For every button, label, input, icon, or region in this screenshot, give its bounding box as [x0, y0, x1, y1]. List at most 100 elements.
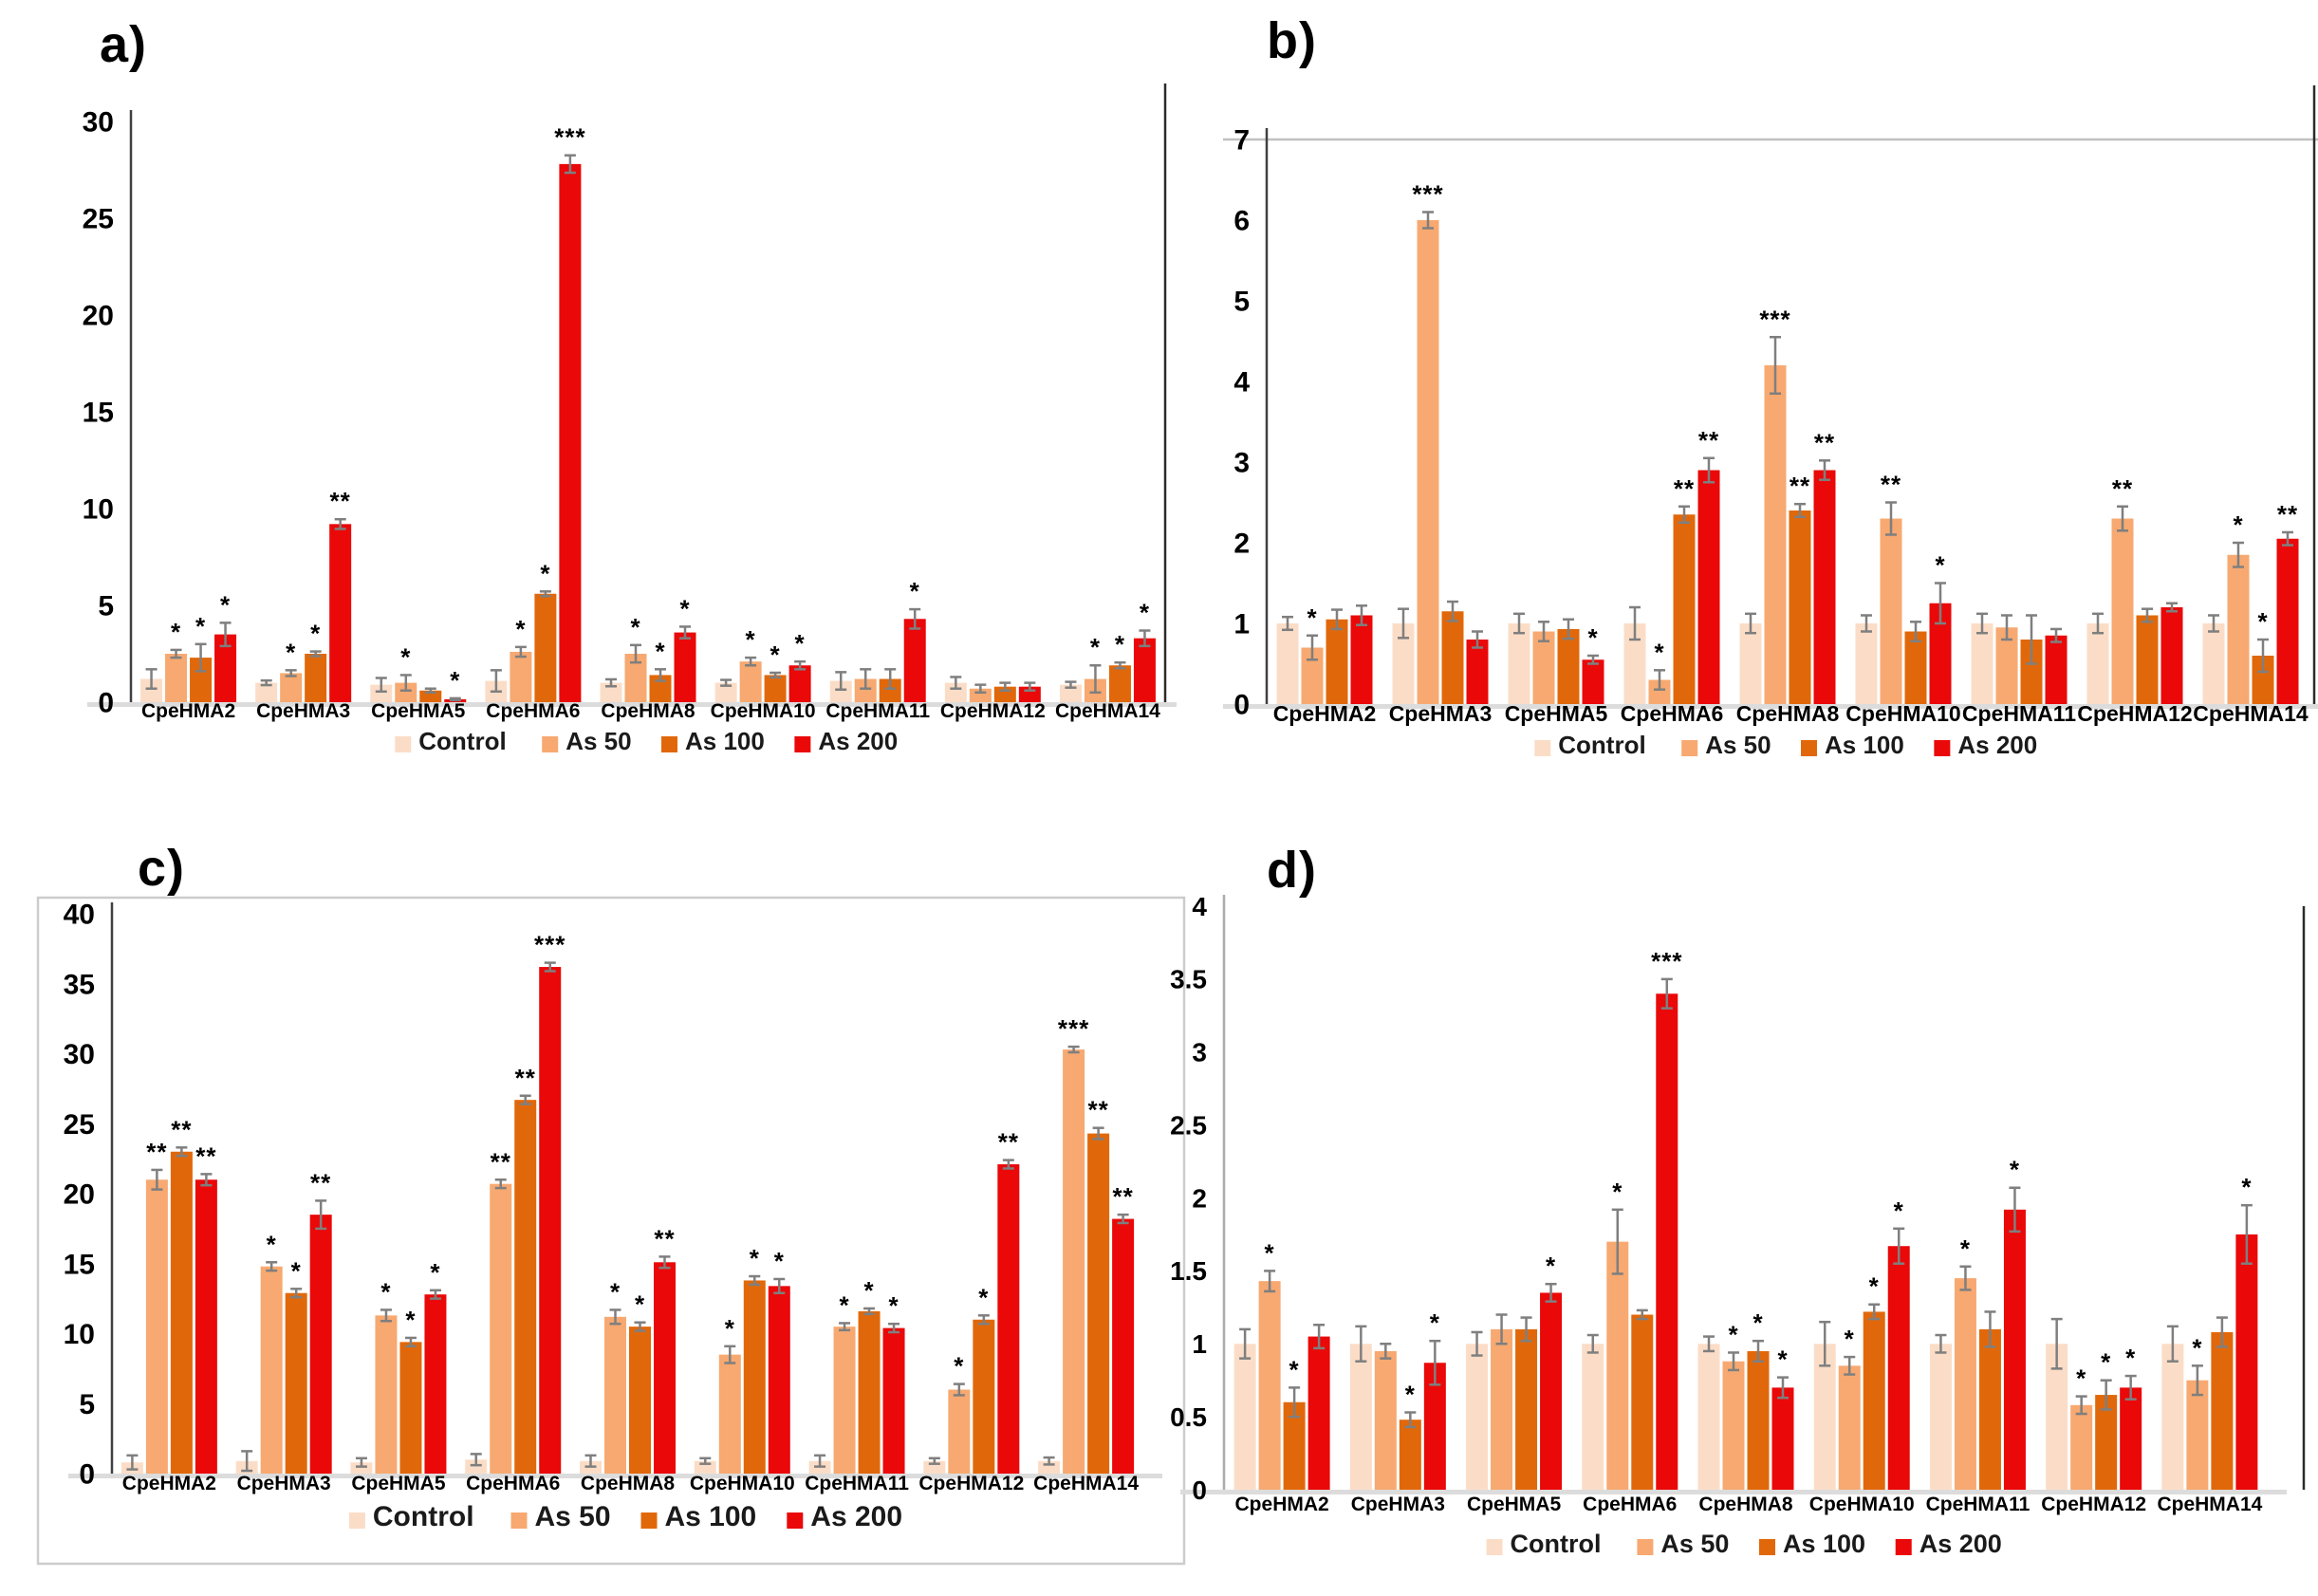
x-category-label: CpeHMA6 — [1583, 1494, 1677, 1515]
significance-label: * — [1546, 1252, 1556, 1280]
x-category-label: CpeHMA10 — [1845, 701, 1960, 726]
x-category-label: CpeHMA2 — [141, 700, 235, 722]
legend: Control As 50 As 100 As 200 — [348, 1501, 902, 1532]
error-bar — [1770, 336, 1781, 395]
significance-label: * — [2101, 1348, 2111, 1377]
error-bar — [679, 625, 691, 640]
y-tick-label: 5 — [98, 591, 114, 622]
y-tick-label: 1.5 — [1170, 1256, 1207, 1286]
legend-swatch — [1681, 740, 1698, 756]
significance-label: *** — [534, 931, 566, 959]
bar-CpeHMA14-As50 — [1063, 1049, 1085, 1474]
x-category-label: CpeHMA2 — [122, 1473, 216, 1494]
error-bar — [1563, 618, 1574, 640]
error-bar — [1538, 621, 1549, 642]
bar-CpeHMA12-As100 — [2095, 1395, 2118, 1490]
y-tick-label: 7 — [1233, 125, 1250, 157]
significance-label: * — [910, 577, 920, 605]
error-bar — [399, 674, 412, 693]
bar-CpeHMA5-Control — [1466, 1344, 1489, 1490]
bar-CpeHMA10-As100 — [764, 675, 787, 702]
bar-CpeHMA5-Control — [1508, 623, 1530, 704]
significance-label: * — [310, 620, 321, 648]
error-bar — [1024, 681, 1036, 693]
error-bar — [176, 1146, 188, 1158]
error-bar — [2124, 1374, 2137, 1401]
error-bar — [266, 1261, 278, 1272]
bar-CpeHMA6-As200 — [1656, 993, 1678, 1490]
panel-d-chart: 0 0.5 1 1.5 2 2.5 3 3.5 4 CpeHMA2 * * CpeHMA3 * * CpeHM… — [1167, 797, 2318, 1596]
x-category-label: CpeHMA3 — [237, 1473, 331, 1494]
bar-CpeHMA2-As200 — [195, 1179, 217, 1474]
significance-label: * — [888, 1291, 899, 1320]
y-tick-label: 25 — [83, 204, 114, 235]
y-tick-label: 4 — [1233, 367, 1250, 399]
significance-label: ** — [310, 1168, 331, 1197]
significance-label: * — [725, 1314, 735, 1343]
y-tick-label: 15 — [83, 398, 114, 429]
error-bar — [1067, 1045, 1080, 1054]
y-tick-label: 3.5 — [1170, 965, 1207, 994]
bar-CpeHMA14-As200 — [1112, 1218, 1135, 1474]
bar-CpeHMA3-As100 — [1441, 611, 1464, 704]
panel-border-box — [36, 896, 1186, 1566]
error-bar — [285, 669, 297, 677]
x-category-label: CpeHMA2 — [1273, 701, 1377, 726]
error-bar — [519, 1094, 531, 1105]
significance-label: * — [1587, 623, 1598, 652]
error-bar — [1654, 669, 1665, 691]
bar-CpeHMA6-As100 — [1631, 1314, 1654, 1490]
bar-CpeHMA3-Control — [255, 682, 278, 702]
bar-CpeHMA14-As50 — [2186, 1380, 2209, 1490]
significance-label: * — [1430, 1308, 1440, 1337]
error-bar — [1092, 1126, 1104, 1141]
error-bar — [1472, 630, 1483, 649]
y-tick-label: 1 — [1192, 1329, 1207, 1359]
error-bar — [749, 1274, 761, 1287]
error-bar — [1239, 1327, 1252, 1360]
legend-label: As 50 — [566, 727, 631, 755]
significance-label: * — [1405, 1381, 1416, 1409]
error-bar — [1331, 608, 1343, 631]
x-category-label: CpeHMA5 — [351, 1473, 445, 1494]
significance-label: * — [1265, 1238, 1275, 1267]
bar-CpeHMA3-As100 — [1399, 1420, 1421, 1490]
significance-label: * — [1115, 630, 1125, 659]
y-tick-label: 0 — [98, 688, 114, 719]
error-bar — [1307, 634, 1318, 661]
significance-label: ** — [1814, 428, 1835, 456]
significance-label: * — [2076, 1364, 2086, 1393]
bar-CpeHMA5-Control — [350, 1462, 373, 1474]
error-bar — [814, 1454, 826, 1468]
error-bar — [2050, 627, 2062, 643]
legend: Control As 50 As 100 As 200 — [1486, 1530, 2002, 1558]
bar-CpeHMA6-Control — [465, 1459, 488, 1474]
error-bar — [794, 659, 807, 671]
error-bar — [1520, 1316, 1532, 1343]
y-tick-label: 1 — [1233, 609, 1250, 640]
x-axis-baseline — [87, 702, 1184, 707]
legend-label: As 200 — [1919, 1530, 2002, 1558]
significance-label: ** — [2112, 474, 2133, 503]
error-bar — [1065, 680, 1077, 689]
error-bar — [634, 1321, 646, 1332]
error-bar — [655, 668, 666, 682]
legend-swatch — [1895, 1539, 1912, 1555]
x-category-label: CpeHMA11 — [805, 1473, 909, 1494]
x-axis-baseline — [1223, 704, 2318, 709]
panel-c: c) 0 5 10 15 20 25 30 35 40 CpeHMA2 ** ** ** CpeHMA3 *… — [0, 797, 1205, 1596]
y-tick-label: 2.5 — [1170, 1110, 1207, 1140]
bar-CpeHMA8-As50 — [1764, 365, 1787, 704]
bar-CpeHMA2-Control — [1276, 623, 1299, 704]
significance-label: ** — [195, 1141, 216, 1170]
error-bar — [884, 668, 897, 690]
significance-label: * — [171, 618, 181, 646]
bar-CpeHMA8-Control — [1697, 1344, 1720, 1490]
bar-CpeHMA3-As100 — [285, 1292, 307, 1474]
legend-swatch — [348, 1512, 365, 1529]
y-tick-label: 35 — [64, 969, 95, 1000]
bar-CpeHMA10-As100 — [1863, 1311, 1885, 1490]
error-bar — [2009, 1186, 2021, 1234]
bar-CpeHMA3-As200 — [1423, 1363, 1446, 1490]
x-category-label: CpeHMA8 — [601, 700, 695, 722]
